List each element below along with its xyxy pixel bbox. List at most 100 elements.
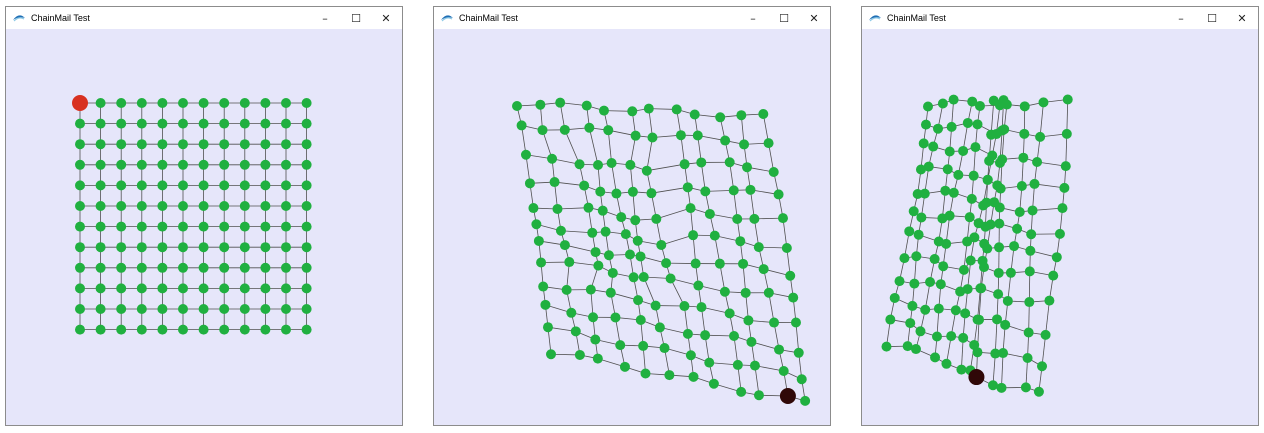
chain-node[interactable] — [941, 358, 952, 369]
chain-node[interactable] — [774, 344, 785, 355]
chain-node[interactable] — [956, 364, 967, 375]
chain-node[interactable] — [116, 304, 127, 314]
chain-node[interactable] — [95, 304, 106, 314]
chain-node[interactable] — [735, 236, 746, 247]
chain-node[interactable] — [75, 201, 85, 211]
chain-node[interactable] — [260, 159, 271, 170]
chain-node[interactable] — [988, 95, 999, 106]
chain-node[interactable] — [708, 378, 719, 389]
chain-node[interactable] — [931, 331, 942, 342]
chain-node[interactable] — [198, 201, 209, 211]
chain-node[interactable] — [960, 308, 971, 319]
chain-node[interactable] — [1001, 99, 1012, 110]
chain-node[interactable] — [778, 366, 789, 377]
chain-node[interactable] — [630, 130, 641, 141]
chain-node[interactable] — [178, 98, 188, 108]
chain-node[interactable] — [885, 314, 896, 325]
chain-node[interactable] — [605, 287, 616, 298]
chain-node[interactable] — [219, 242, 230, 253]
chain-node[interactable] — [998, 348, 1009, 359]
chain-node[interactable] — [219, 180, 230, 191]
chain-node[interactable] — [219, 98, 230, 108]
chain-node[interactable] — [116, 262, 127, 273]
chain-node[interactable] — [736, 110, 747, 121]
chain-node[interactable] — [955, 286, 966, 297]
chain-node[interactable] — [198, 118, 209, 129]
chain-node[interactable] — [643, 103, 654, 114]
chain-node[interactable] — [260, 98, 271, 108]
chain-node[interactable] — [281, 98, 291, 108]
chain-node[interactable] — [95, 118, 106, 129]
chain-node[interactable] — [1029, 178, 1040, 189]
chain-node[interactable] — [993, 267, 1004, 278]
chain-node[interactable] — [739, 139, 750, 150]
chain-node[interactable] — [796, 374, 807, 385]
chain-node[interactable] — [1009, 241, 1020, 252]
chain-node[interactable] — [982, 243, 993, 254]
chain-node[interactable] — [116, 98, 127, 108]
chain-node[interactable] — [746, 336, 757, 347]
chain-node[interactable] — [985, 219, 996, 230]
chain-node[interactable] — [559, 240, 570, 251]
chain-node[interactable] — [933, 303, 944, 314]
chain-node[interactable] — [630, 215, 641, 226]
chain-node[interactable] — [178, 262, 188, 273]
chain-node[interactable] — [1038, 97, 1049, 108]
chain-node[interactable] — [1024, 297, 1035, 308]
chain-node[interactable] — [714, 258, 725, 269]
chain-node[interactable] — [600, 226, 611, 237]
chain-node[interactable] — [281, 221, 291, 232]
chain-node[interactable] — [946, 331, 957, 342]
chain-node[interactable] — [561, 284, 572, 295]
chain-node[interactable] — [603, 250, 614, 261]
chain-node[interactable] — [603, 125, 614, 136]
chain-node[interactable] — [654, 322, 665, 333]
chain-node[interactable] — [930, 352, 941, 363]
chain-node[interactable] — [157, 118, 168, 129]
chain-node[interactable] — [590, 334, 601, 345]
chain-node[interactable] — [157, 139, 168, 150]
chain-node[interactable] — [912, 188, 923, 199]
chain-node[interactable] — [239, 201, 250, 211]
chain-node[interactable] — [664, 370, 675, 381]
chain-node[interactable] — [559, 124, 570, 135]
chain-node[interactable] — [659, 343, 670, 354]
chain-node[interactable] — [740, 287, 751, 298]
chain-node[interactable] — [732, 214, 743, 225]
chain-node[interactable] — [619, 361, 630, 372]
chain-node[interactable] — [944, 146, 955, 157]
chain-node[interactable] — [641, 165, 652, 176]
chain-node[interactable] — [281, 159, 291, 170]
chain-node[interactable] — [640, 368, 651, 379]
chain-node[interactable] — [547, 153, 558, 164]
chain-node[interactable] — [75, 118, 85, 129]
chain-node[interactable] — [588, 312, 599, 323]
chain-node[interactable] — [909, 278, 920, 289]
chain-node[interactable] — [198, 221, 209, 232]
chain-node[interactable] — [607, 267, 618, 278]
chain-node[interactable] — [1023, 327, 1034, 338]
chain-node[interactable] — [724, 308, 735, 319]
chain-node[interactable] — [749, 213, 760, 224]
chain-node[interactable] — [1027, 205, 1038, 216]
chain-node[interactable] — [950, 305, 961, 316]
chain-node[interactable] — [650, 300, 661, 311]
chain-node[interactable] — [700, 186, 711, 197]
chain-node[interactable] — [920, 119, 931, 130]
chain-node[interactable] — [95, 324, 106, 335]
close-icon[interactable]: ✕ — [1237, 11, 1247, 25]
chain-node[interactable] — [743, 315, 754, 326]
chain-node[interactable] — [671, 104, 682, 115]
chain-node[interactable] — [781, 243, 792, 254]
chain-node[interactable] — [990, 348, 1001, 359]
chain-node[interactable] — [260, 118, 271, 129]
chain-node[interactable] — [239, 180, 250, 191]
chain-node[interactable] — [564, 257, 575, 268]
chain-node[interactable] — [967, 96, 978, 107]
chain-node[interactable] — [790, 317, 801, 328]
chain-node[interactable] — [632, 235, 643, 246]
chain-node[interactable] — [157, 221, 168, 232]
chain-node[interactable] — [753, 242, 764, 253]
chain-node[interactable] — [585, 284, 596, 295]
chain-node[interactable] — [962, 236, 973, 247]
